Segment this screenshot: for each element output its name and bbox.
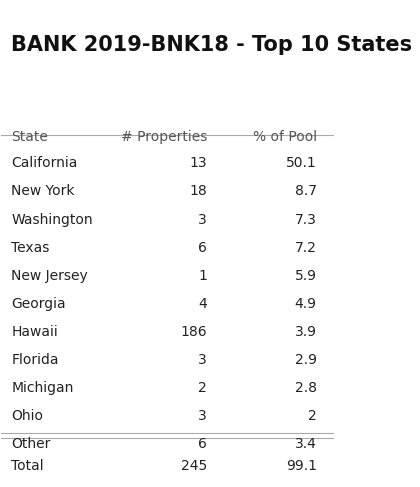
Text: Texas: Texas	[11, 241, 50, 255]
Text: California: California	[11, 156, 78, 170]
Text: Florida: Florida	[11, 353, 59, 367]
Text: 6: 6	[198, 437, 207, 451]
Text: 2.9: 2.9	[294, 353, 317, 367]
Text: New Jersey: New Jersey	[11, 269, 88, 282]
Text: 5.9: 5.9	[294, 269, 317, 282]
Text: 2: 2	[198, 381, 207, 395]
Text: 7.3: 7.3	[295, 212, 317, 226]
Text: 18: 18	[189, 185, 207, 198]
Text: # Properties: # Properties	[121, 130, 207, 144]
Text: 1: 1	[198, 269, 207, 282]
Text: 50.1: 50.1	[286, 156, 317, 170]
Text: Michigan: Michigan	[11, 381, 74, 395]
Text: Washington: Washington	[11, 212, 93, 226]
Text: Georgia: Georgia	[11, 297, 66, 311]
Text: 4.9: 4.9	[294, 297, 317, 311]
Text: New York: New York	[11, 185, 75, 198]
Text: 3: 3	[198, 212, 207, 226]
Text: 8.7: 8.7	[294, 185, 317, 198]
Text: 13: 13	[189, 156, 207, 170]
Text: BANK 2019-BNK18 - Top 10 States: BANK 2019-BNK18 - Top 10 States	[11, 35, 412, 56]
Text: Total: Total	[11, 459, 44, 473]
Text: 3.9: 3.9	[294, 325, 317, 339]
Text: Ohio: Ohio	[11, 409, 43, 423]
Text: 3: 3	[198, 409, 207, 423]
Text: 4: 4	[198, 297, 207, 311]
Text: Other: Other	[11, 437, 51, 451]
Text: 7.2: 7.2	[295, 241, 317, 255]
Text: 3.4: 3.4	[295, 437, 317, 451]
Text: Hawaii: Hawaii	[11, 325, 58, 339]
Text: 2.8: 2.8	[294, 381, 317, 395]
Text: State: State	[11, 130, 48, 144]
Text: % of Pool: % of Pool	[252, 130, 317, 144]
Text: 3: 3	[198, 353, 207, 367]
Text: 186: 186	[181, 325, 207, 339]
Text: 99.1: 99.1	[286, 459, 317, 473]
Text: 2: 2	[308, 409, 317, 423]
Text: 245: 245	[181, 459, 207, 473]
Text: 6: 6	[198, 241, 207, 255]
